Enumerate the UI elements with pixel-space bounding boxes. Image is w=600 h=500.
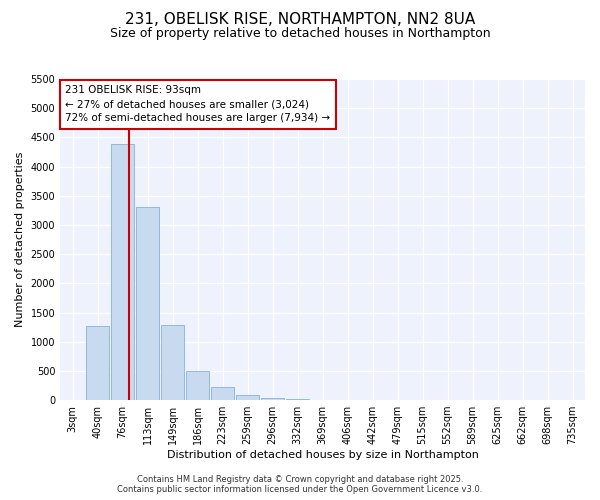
Text: Contains public sector information licensed under the Open Government Licence v3: Contains public sector information licen…	[118, 485, 482, 494]
Bar	[86, 326, 109, 400]
Bar	[161, 325, 184, 400]
Text: Contains HM Land Registry data © Crown copyright and database right 2025.: Contains HM Land Registry data © Crown c…	[137, 475, 463, 484]
Bar	[261, 398, 284, 400]
Y-axis label: Number of detached properties: Number of detached properties	[15, 152, 25, 327]
Bar	[186, 371, 209, 400]
Bar	[136, 207, 159, 400]
Bar	[111, 144, 134, 400]
X-axis label: Distribution of detached houses by size in Northampton: Distribution of detached houses by size …	[167, 450, 479, 460]
Text: 231 OBELISK RISE: 93sqm
← 27% of detached houses are smaller (3,024)
72% of semi: 231 OBELISK RISE: 93sqm ← 27% of detache…	[65, 86, 331, 124]
Text: Size of property relative to detached houses in Northampton: Size of property relative to detached ho…	[110, 28, 490, 40]
Text: 231, OBELISK RISE, NORTHAMPTON, NN2 8UA: 231, OBELISK RISE, NORTHAMPTON, NN2 8UA	[125, 12, 475, 28]
Bar	[236, 395, 259, 400]
Bar	[211, 386, 234, 400]
